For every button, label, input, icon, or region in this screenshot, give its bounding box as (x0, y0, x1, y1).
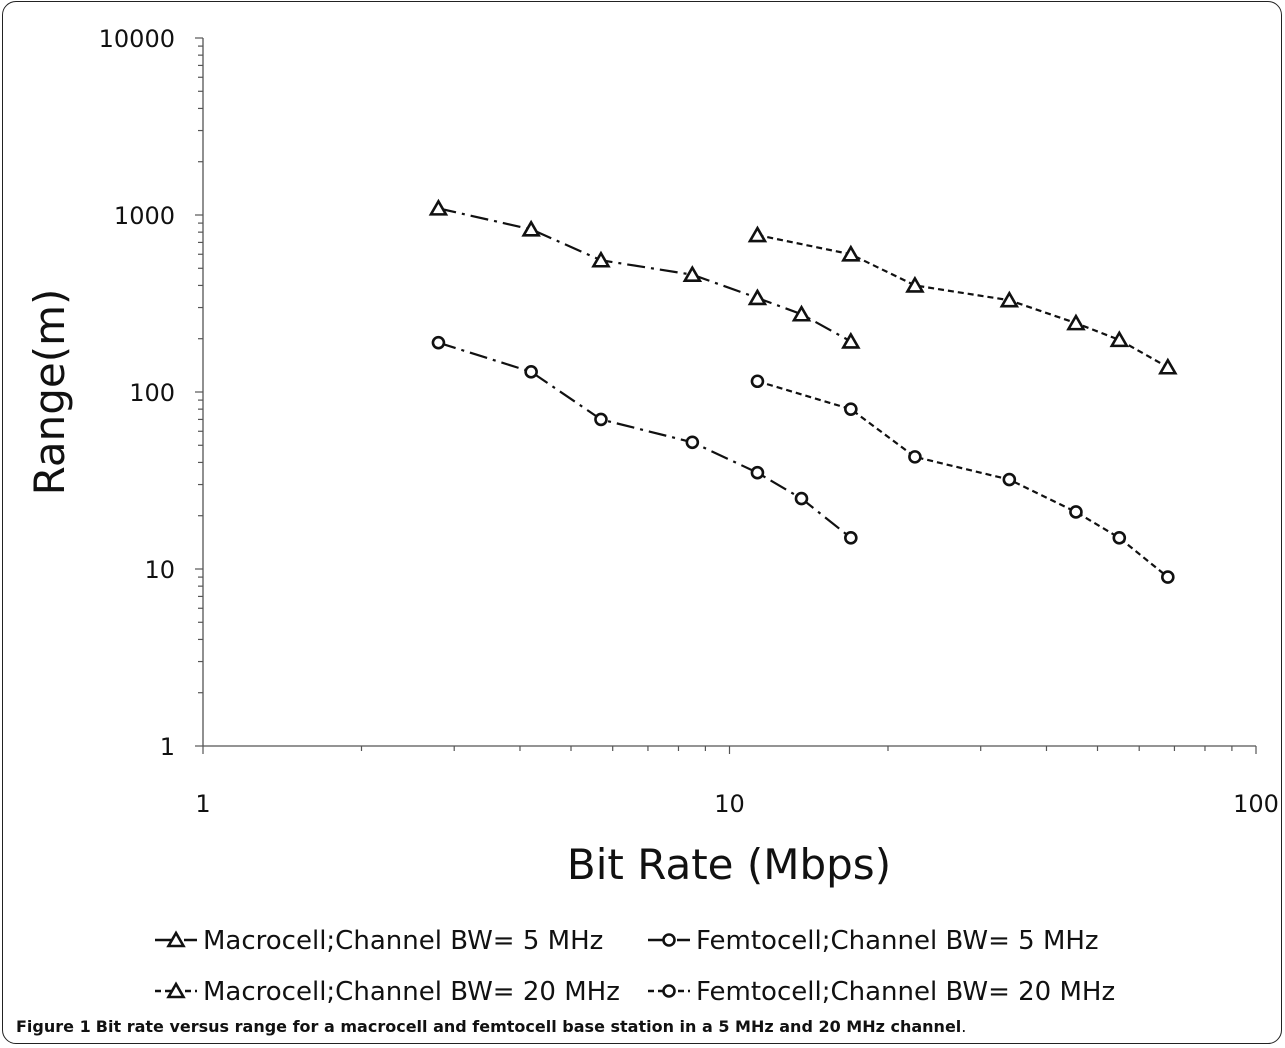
series-line (438, 341, 852, 539)
circle-marker (524, 365, 538, 379)
circle-marker (750, 374, 765, 389)
figure-caption: Figure 1 Bit rate versus range for a mac… (16, 1017, 966, 1036)
triangle-marker (791, 304, 812, 322)
circle-marker (1161, 570, 1175, 584)
triangle-marker (905, 275, 925, 293)
series-3 (747, 225, 1178, 375)
triangle-marker (591, 250, 611, 268)
series-line (757, 234, 1169, 369)
legend-item: Macrocell;Channel BW= 20 MHz (155, 977, 620, 1007)
x-axis-title: Bit Rate (Mbps) (567, 840, 891, 889)
circle-marker (908, 450, 922, 464)
series-line (438, 207, 852, 343)
triangle-marker (747, 288, 768, 306)
circle-marker (662, 984, 676, 998)
x-tick-label: 100 (1233, 790, 1279, 818)
circle-marker (794, 491, 809, 506)
legend-label: Femtocell;Channel BW= 20 MHz (696, 977, 1115, 1007)
y-axis-title: Range(m) (25, 289, 74, 496)
series-2 (431, 335, 858, 545)
series-1 (428, 198, 861, 349)
legend-label: Macrocell;Channel BW= 20 MHz (203, 977, 620, 1007)
triangle-marker (747, 225, 768, 243)
circle-marker (431, 335, 446, 350)
tick-marks (195, 37, 1257, 754)
circle-marker (844, 531, 858, 545)
legend-label: Femtocell;Channel BW= 5 MHz (696, 926, 1099, 956)
x-tick-label: 10 (714, 790, 745, 818)
triangle-marker (1066, 313, 1086, 331)
caption-label: Figure 1 (16, 1017, 91, 1036)
triangle-marker (682, 265, 703, 282)
y-tick-label: 1 (160, 733, 175, 761)
triangle-marker (521, 219, 541, 237)
triangle-marker (1109, 330, 1130, 348)
series-layer (428, 198, 1178, 584)
triangle-marker (166, 930, 186, 948)
circle-marker (750, 465, 765, 480)
legend-item: Femtocell;Channel BW= 20 MHz (648, 977, 1115, 1007)
caption-text: Bit rate versus range for a macrocell an… (95, 1017, 962, 1036)
circle-marker (662, 933, 676, 947)
caption-end: . (961, 1017, 967, 1036)
legend: Macrocell;Channel BW= 5 MHz Femtocell;Cha… (155, 926, 1115, 1007)
triangle-marker (428, 198, 449, 216)
circle-marker (1069, 505, 1083, 519)
circle-marker (594, 412, 608, 427)
legend-label: Macrocell;Channel BW= 5 MHz (203, 926, 603, 956)
circle-marker (844, 402, 858, 416)
series-line (757, 380, 1169, 578)
axes (202, 38, 1256, 747)
y-tick-label: 10000 (99, 25, 175, 53)
legend-item: Macrocell;Channel BW= 5 MHz (155, 926, 603, 956)
x-tick-label: 1 (195, 790, 210, 818)
triangle-marker (841, 331, 861, 349)
series-4 (750, 374, 1175, 584)
y-tick-label: 100 (129, 379, 175, 407)
tick-labels: 1 10 100 1000 10000 1 10 100 (99, 25, 1279, 818)
circle-marker (1002, 472, 1017, 487)
circle-marker (685, 435, 700, 450)
y-tick-label: 1000 (114, 202, 175, 230)
triangle-marker (841, 244, 861, 262)
circle-marker (1112, 531, 1127, 545)
legend-item: Femtocell;Channel BW= 5 MHz (648, 926, 1099, 956)
y-tick-label: 10 (144, 556, 175, 584)
triangle-marker (1158, 357, 1178, 375)
triangle-marker (999, 290, 1020, 308)
triangle-marker (166, 981, 186, 999)
